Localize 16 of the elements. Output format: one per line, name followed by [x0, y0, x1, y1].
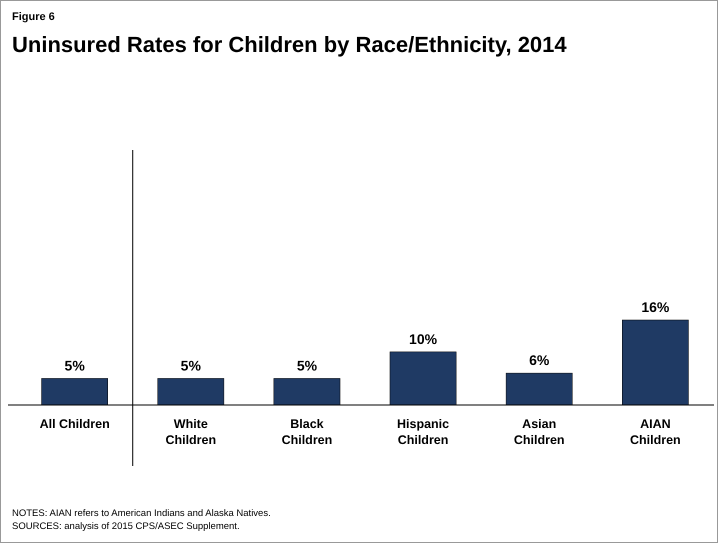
chart-subtitle: Figure 6: [12, 11, 55, 23]
data-label: 5%: [296, 357, 318, 374]
source-note: SOURCES: analysis of 2015 CPS/ASEC Supplement.: [12, 521, 240, 532]
x-tick-label: Asian Children: [514, 417, 565, 447]
data-label: 5%: [64, 357, 86, 374]
x-tick-label: White Children: [165, 417, 216, 447]
x-tick-label: All Children: [40, 417, 110, 431]
data-label: 5%: [180, 357, 202, 374]
data-label: 10%: [409, 330, 438, 347]
data-label: 6%: [529, 352, 550, 368]
chart-title: Uninsured Rates for Children by Race/Ethnicity, 2014: [12, 32, 568, 57]
x-tick-label: AIAN Children: [630, 417, 681, 447]
data-label: 16%: [641, 299, 670, 315]
x-tick-label: Black Children: [282, 417, 332, 447]
x-tick-label: Hispanic Children: [397, 417, 450, 447]
text: NOTES: AIAN refers to American Indians and Alaska Natives.: [12, 508, 271, 519]
